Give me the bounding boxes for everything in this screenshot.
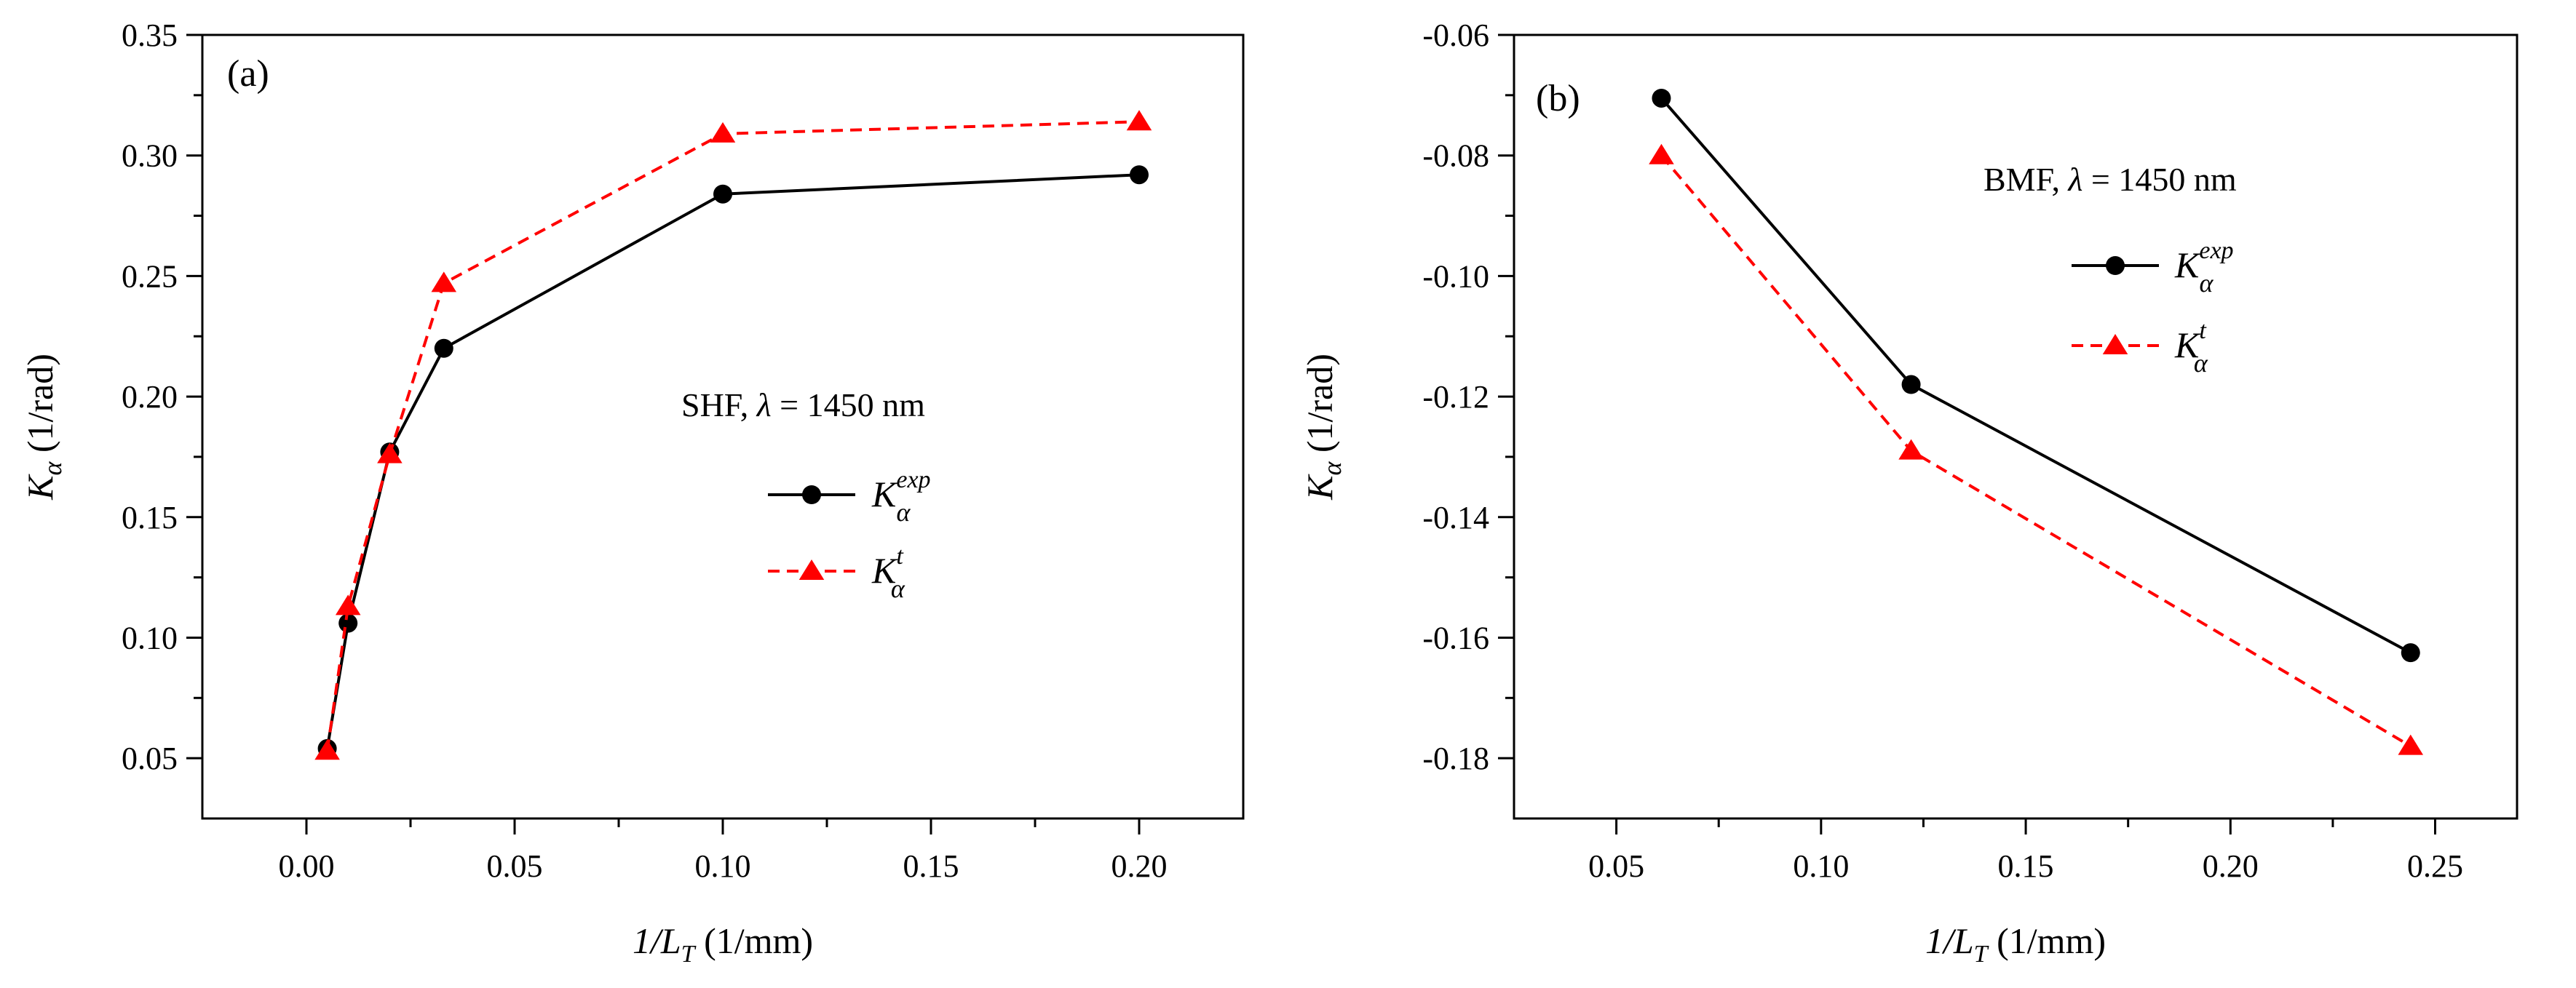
x-tick-label: 0.20 [2203,848,2259,884]
legend-label: Kt α [871,543,905,603]
x-tick-label: 0.05 [487,848,543,884]
x-tick-label: 0.15 [903,848,959,884]
x-tick-label: 0.15 [1998,848,2054,884]
data-point [1898,439,1924,460]
panel-label: (a) [227,53,269,95]
data-point [431,271,457,292]
y-tick-label: 0.30 [122,138,178,174]
legend-label: Kt α [2174,317,2208,378]
condition-annotation: SHF, λ = 1450 nm [681,386,925,423]
series-theory [314,110,1152,760]
data-point [710,121,736,143]
y-tick-label: -0.12 [1422,379,1489,415]
y-tick-label: 0.05 [122,741,178,776]
panel-b: 0.05 0.10 0.15 0.20 0.25 -0.18 -0.16 -0.14 -0.12… [1299,17,2518,968]
x-tick-label: 0.20 [1111,848,1168,884]
data-point [713,184,732,204]
y-tick-label: 0.35 [122,17,178,53]
data-point [1130,165,1149,185]
legend-entry: Kexp α [2072,237,2234,298]
y-tick-label: -0.08 [1422,138,1489,174]
y-tick-label: 0.10 [122,620,178,656]
y-tick-label: 0.25 [122,258,178,294]
y-axis-label: Kα (1/rad) [1299,354,1347,501]
series-line [325,173,1140,749]
x-tick-label: 0.05 [1588,848,1644,884]
data-point [377,442,403,463]
data-point [434,338,453,358]
series-line [325,120,1140,752]
legend-marker [2102,334,2128,354]
data-point [1652,88,1671,108]
data-point [1901,375,1921,394]
legend-entry: Kexp α [768,466,931,527]
series-exp [317,165,1149,758]
y-tick-label: -0.06 [1422,17,1489,53]
legend-marker [802,485,821,504]
data-point [338,613,358,633]
legend-label: Kexp α [2174,237,2234,298]
plot-frame [1513,33,2518,820]
x-tick-label: 0.10 [1793,848,1849,884]
panel-label: (b) [1536,78,1580,119]
y-axis-label: Kα (1/rad) [20,354,67,501]
x-tick-label: 0.00 [279,848,335,884]
x-axis-label: 1/LT (1/mm) [1925,920,2106,968]
legend-entry: Kt α [768,543,905,603]
data-point [2401,643,2420,663]
data-point [1649,143,1674,164]
x-axis-label: 1/LT (1/mm) [633,920,813,968]
data-point [1126,110,1152,131]
legend-marker [798,559,825,580]
y-tick-label: 0.20 [122,379,178,415]
data-point [314,739,340,760]
series-theory [1649,143,2424,755]
y-tick-label: -0.10 [1422,258,1489,294]
panel-a: 0.00 0.05 0.10 0.15 0.20 0.05 0.10 0.15 0.20 0.25… [20,17,1245,968]
data-point [2398,734,2424,755]
y-tick-label: -0.14 [1422,500,1489,535]
x-tick-label: 0.10 [695,848,751,884]
x-tick-label: 0.25 [2407,848,2463,884]
y-tick-label: 0.15 [122,500,178,535]
y-tick-label: -0.16 [1422,620,1489,656]
legend-marker [2106,256,2125,275]
legend-label: Kexp α [871,466,931,527]
legend-entry: Kt α [2072,317,2208,378]
data-point [335,594,361,615]
condition-annotation: BMF, λ = 1450 nm [1983,161,2237,198]
y-tick-label: -0.18 [1422,741,1489,776]
series-exp [1652,88,2420,663]
